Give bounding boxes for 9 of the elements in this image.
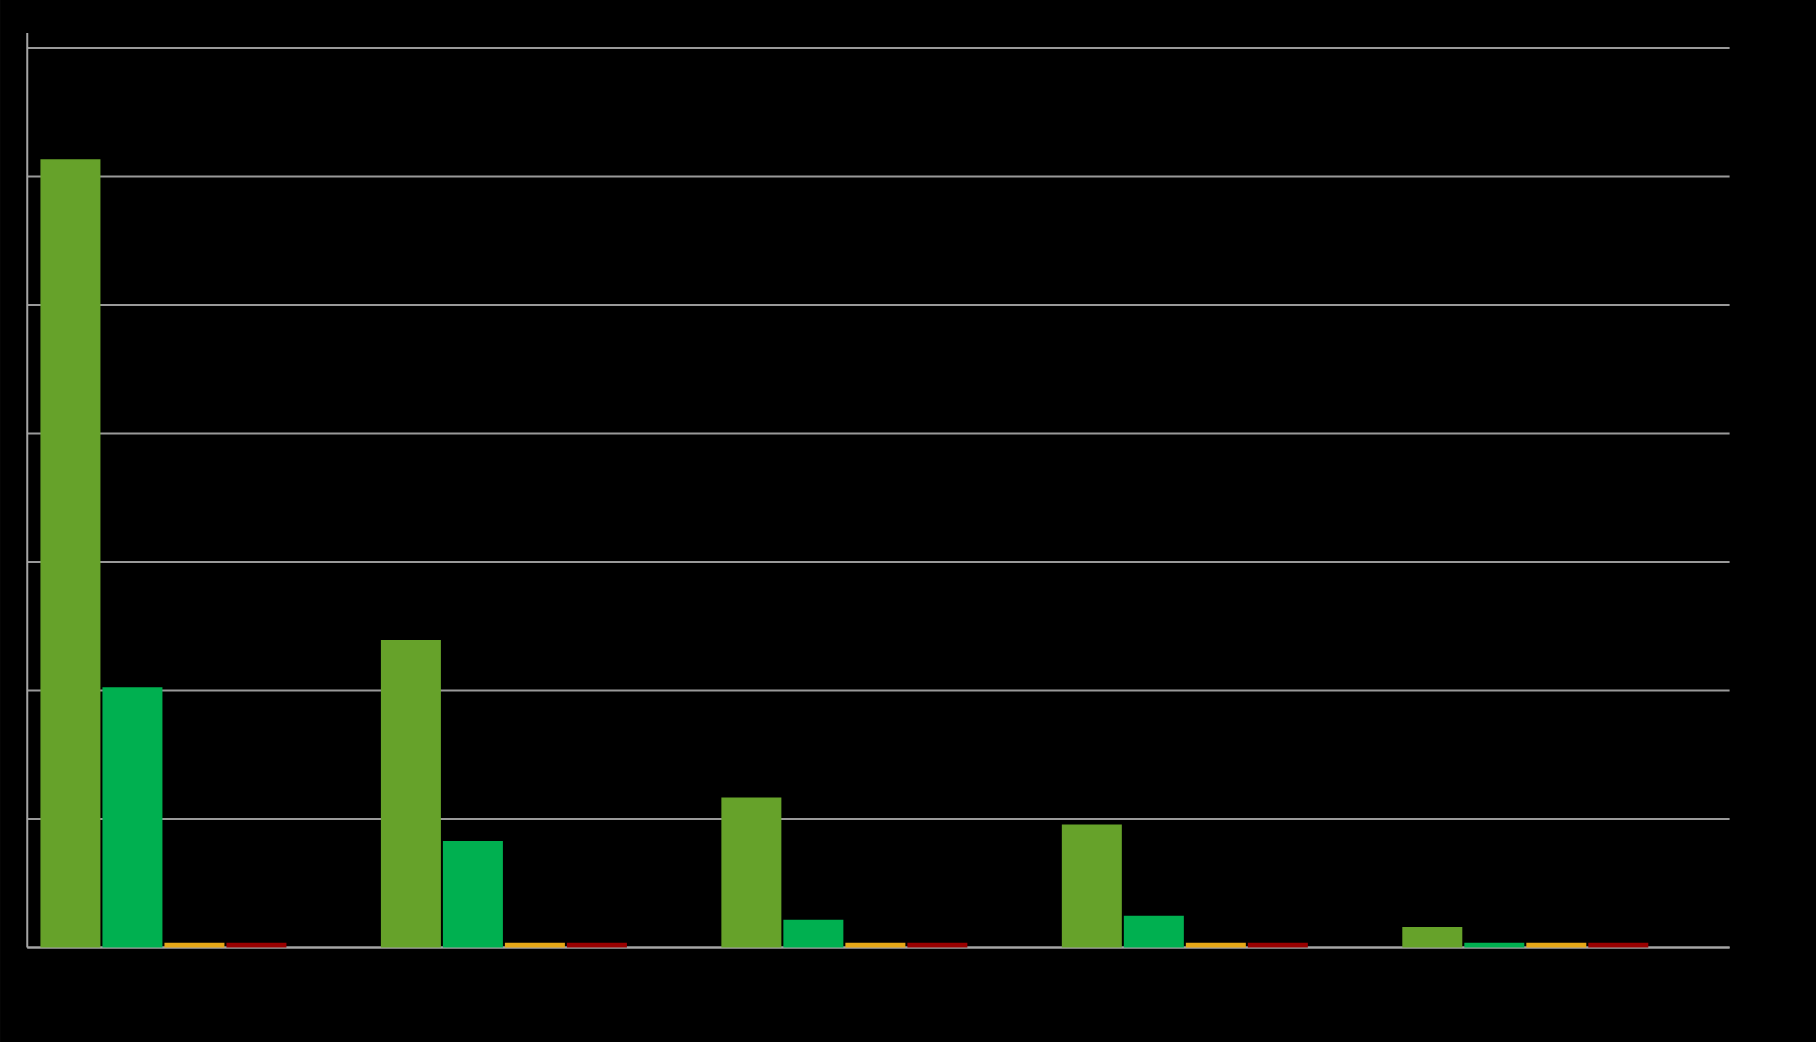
bar [380, 639, 441, 948]
bar [1402, 926, 1463, 948]
bar [40, 159, 101, 948]
bar [1061, 824, 1122, 948]
bar [721, 797, 782, 948]
bar [783, 919, 844, 948]
bar [1123, 915, 1184, 948]
bar [442, 840, 503, 948]
bar [102, 687, 163, 948]
